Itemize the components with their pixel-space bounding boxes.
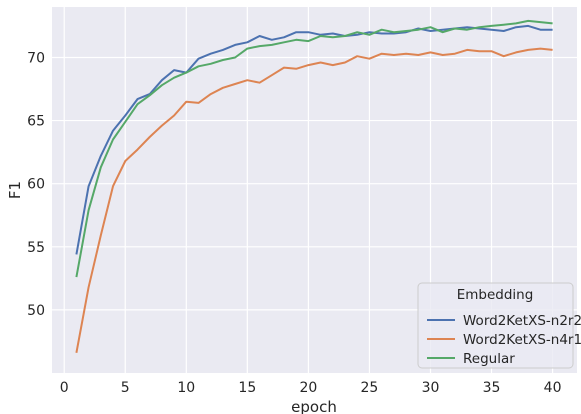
x-tick-label: 0 [60, 380, 69, 396]
x-tick-label: 40 [544, 380, 562, 396]
x-tick-label: 35 [483, 380, 501, 396]
legend-label-n2r2: Word2KetXS-n2r2 [463, 313, 581, 329]
y-axis-label: F1 [6, 181, 24, 199]
x-tick-labels: 0 5 10 15 20 25 30 35 40 [60, 380, 562, 396]
y-tick-label: 70 [27, 50, 45, 66]
legend-label-n4r1: Word2KetXS-n4r1 [463, 332, 581, 348]
legend: Embedding Word2KetXS-n2r2 Word2KetXS-n4r… [417, 282, 581, 369]
x-tick-label: 20 [299, 380, 317, 396]
legend-label-regular: Regular [463, 351, 515, 367]
series-line-n4r1 [75, 47, 553, 353]
x-tick-label: 15 [238, 380, 256, 396]
x-tick-label: 25 [361, 380, 379, 396]
y-tick-label: 50 [27, 303, 45, 319]
legend-title: Embedding [457, 287, 534, 303]
x-tick-label: 10 [177, 380, 195, 396]
series-lines [75, 19, 553, 353]
y-tick-labels: 50 55 60 65 70 [27, 50, 45, 318]
y-tick-label: 65 [27, 114, 45, 130]
x-axis-label: epoch [291, 398, 337, 414]
series-line-regular [75, 19, 553, 278]
x-tick-label: 30 [422, 380, 440, 396]
y-tick-label: 60 [27, 177, 45, 193]
x-tick-label: 5 [121, 380, 130, 396]
legend-box [417, 282, 574, 369]
y-tick-label: 55 [27, 240, 45, 256]
